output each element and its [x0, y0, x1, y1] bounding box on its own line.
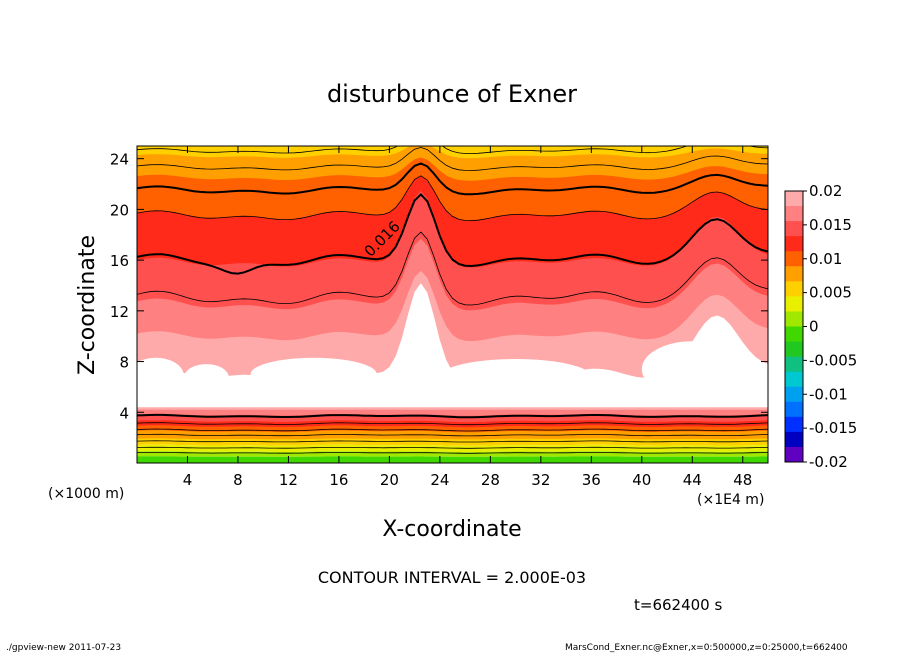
colorbar-tick-label: 0 — [809, 318, 819, 336]
footer-left: ./gpview-new 2011-07-23 — [6, 643, 122, 653]
contour-line — [137, 231, 768, 306]
colorbar-swatch — [785, 221, 803, 237]
y-tick-label: 12 — [110, 303, 129, 321]
white-region — [583, 372, 599, 389]
colorbar-swatch — [785, 236, 803, 252]
colorbar-tick-label: 0.01 — [809, 250, 842, 268]
x-tick-label: 16 — [329, 471, 348, 489]
y-ticks: 4 8 12 16 20 24 — [110, 151, 768, 422]
x-tick-label: 28 — [481, 471, 500, 489]
x-unit-note: (×1E4 m) — [697, 492, 764, 508]
contour-line — [137, 162, 768, 196]
x-tick-label: 20 — [380, 471, 399, 489]
x-tick-label: 36 — [582, 471, 601, 489]
colorbar-swatch — [785, 206, 803, 222]
colorbar-swatch — [785, 416, 803, 433]
colorbar-tick-label: -0.02 — [809, 453, 848, 471]
colorbar-swatch — [785, 386, 803, 403]
contour-line — [137, 146, 768, 154]
y-unit-note: (×1000 m) — [48, 486, 124, 502]
x-tick-label: 12 — [279, 471, 298, 489]
colorbar-swatch — [785, 401, 803, 418]
white-region — [439, 359, 592, 395]
colorbar-swatch — [785, 251, 803, 267]
colorbar-tick-label: -0.005 — [809, 351, 857, 369]
contour-fill — [137, 146, 768, 463]
colorbar-tick-label: 0.005 — [809, 284, 852, 302]
x-ticks: 4 8 12 16 20 24 28 32 36 40 44 48 — [183, 146, 752, 489]
y-tick-label: 4 — [119, 404, 129, 422]
colorbar-swatch — [785, 266, 803, 282]
white-region — [641, 341, 743, 398]
plot-area: 0.016 — [136, 145, 769, 464]
x-tick-label: 40 — [632, 471, 651, 489]
colorbar-swatch — [785, 431, 803, 448]
colorbar-swatch — [785, 281, 803, 297]
contour-band — [137, 456, 768, 463]
plot-frame — [136, 145, 769, 464]
white-region — [137, 357, 184, 394]
colorbar-swatch — [785, 311, 803, 327]
colorbar-swatch — [785, 191, 803, 207]
y-tick-label: 20 — [110, 201, 129, 219]
colorbar-tick-label: 0.02 — [809, 182, 842, 200]
colorbar-swatch — [785, 296, 803, 312]
footer-right: MarsCond_Exner.nc@Exner,x=0:500000,z=0:2… — [565, 643, 848, 653]
x-tick-label: 4 — [183, 471, 193, 489]
contour-line — [137, 428, 768, 432]
contour-line — [137, 422, 768, 426]
contour-line — [137, 192, 768, 275]
contour-line — [137, 175, 768, 222]
white-region — [250, 357, 377, 391]
contour-line — [137, 446, 768, 449]
x-tick-label: 48 — [733, 471, 752, 489]
white-region — [183, 364, 230, 392]
y-axis-label: Z-coordinate — [75, 235, 100, 375]
contour-line — [137, 146, 768, 171]
contour-band — [137, 283, 768, 408]
contour-line — [137, 440, 768, 443]
x-tick-label: 8 — [233, 471, 243, 489]
colorbar-swatch — [785, 341, 803, 358]
x-tick-label: 44 — [683, 471, 702, 489]
chart-title: disturbunce of Exner — [327, 80, 577, 108]
contour-band — [137, 451, 768, 457]
x-axis-label: X-coordinate — [382, 517, 521, 542]
x-tick-label: 32 — [531, 471, 550, 489]
y-tick-label: 24 — [110, 151, 129, 169]
contour-line — [137, 433, 768, 437]
colorbar-swatch — [785, 356, 803, 373]
y-tick-label: 16 — [110, 252, 129, 270]
y-tick-label: 8 — [119, 354, 129, 372]
colorbar-swatch — [785, 371, 803, 388]
colorbar-tick-label: -0.01 — [809, 385, 848, 403]
x-tick-label: 24 — [430, 471, 449, 489]
colorbar-tick-label: -0.015 — [809, 419, 857, 437]
contour-line — [137, 452, 768, 454]
colorbar-swatch — [785, 326, 803, 343]
colorbar-tick-label: 0.015 — [809, 216, 852, 234]
colorbar-swatch — [785, 446, 803, 463]
contour-interval: CONTOUR INTERVAL = 2.000E-03 — [318, 568, 586, 587]
contour-line — [137, 413, 768, 419]
colorbar: 0.02 0.015 0.01 0.005 0 -0.005 -0.01 -0.015 -0.0… — [784, 182, 857, 471]
time-label: t=662400 s — [634, 596, 722, 614]
